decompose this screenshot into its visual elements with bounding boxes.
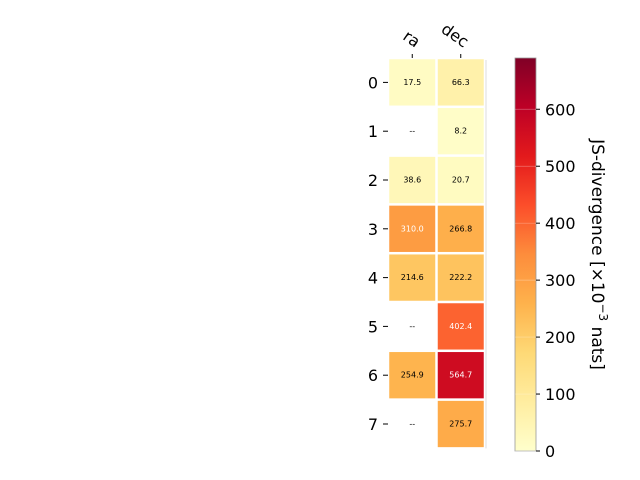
- heatmap-cell-3-ra: [389, 205, 436, 252]
- y-axis: 0 1 2 3 4 5 6 7: [368, 73, 388, 434]
- colorbar-tick-label-400: 400: [545, 214, 576, 233]
- x-tick-label-dec: dec: [438, 19, 472, 51]
- cell-label-5-dec: 402.4: [449, 322, 472, 331]
- heatmap-cell-5-dec: [437, 303, 484, 350]
- colorbar-gradient: [515, 58, 536, 451]
- colorbar-tick-label-100: 100: [545, 385, 576, 404]
- heatmap-cell-7-dec: [437, 400, 484, 448]
- heatmap-cell-3-dec: [437, 205, 484, 252]
- cell-label-1-ra: --: [409, 127, 415, 136]
- y-tick-label-5: 5: [368, 317, 378, 336]
- cell-label-4-dec: 222.2: [449, 273, 472, 282]
- y-tick-label-7: 7: [368, 415, 378, 434]
- heatmap-cell-0-dec: [437, 59, 484, 106]
- cell-label-1-dec: 8.2: [454, 127, 467, 136]
- y-tick-label-4: 4: [368, 269, 378, 288]
- cell-label-2-dec: 20.7: [452, 176, 470, 185]
- colorbar-label: JS-divergence [×10−3 nats]: [587, 138, 610, 370]
- cell-label-0-dec: 66.3: [452, 78, 470, 87]
- cell-label-4-ra: 214.6: [401, 273, 424, 282]
- colorbar-tick-label-200: 200: [545, 328, 576, 347]
- cell-label-6-ra: 254.9: [401, 371, 424, 380]
- colorbar-tick-label-300: 300: [545, 271, 576, 290]
- colorbar-label-main: JS-divergence [×10: [587, 138, 607, 303]
- colorbar-tick-label-0: 0: [545, 442, 555, 461]
- heatmap-cells: 17.5 66.3 -- 8.2 38.6 20.7 310.0 266.8 214.6 222.…: [389, 59, 487, 449]
- heatmap-cell-6-dec: [437, 352, 484, 399]
- colorbar-tick-label-500: 500: [545, 157, 576, 176]
- y-tick-label-6: 6: [368, 366, 378, 385]
- x-axis: ra dec: [400, 19, 472, 58]
- y-tick-label-2: 2: [368, 171, 378, 190]
- cell-label-7-dec: 275.7: [449, 420, 472, 429]
- colorbar-frame: [514, 57, 537, 452]
- cell-label-2-ra: 38.6: [403, 176, 421, 185]
- colorbar-label-unit: nats]: [587, 321, 607, 370]
- heatmap-cell-0-ra: [389, 59, 436, 106]
- y-tick-label-3: 3: [368, 220, 378, 239]
- x-tick-label-ra: ra: [400, 26, 424, 51]
- heatmap-cell-2-ra: [389, 156, 436, 204]
- y-tick-label-0: 0: [368, 73, 378, 92]
- heatmap-cell-4-ra: [389, 254, 436, 301]
- heatmap-cell-2-dec: [437, 156, 484, 204]
- cell-label-5-ra: --: [409, 322, 415, 331]
- cell-label-6-dec: 564.7: [449, 371, 472, 380]
- cell-label-3-dec: 266.8: [449, 224, 472, 233]
- colorbar-tick-label-600: 600: [545, 100, 576, 119]
- cell-label-3-ra: 310.0: [401, 224, 424, 233]
- y-tick-label-1: 1: [368, 122, 378, 141]
- colorbar: 0 100 200 300 400 500 600 JS-divergence [×10−3 …: [514, 57, 610, 461]
- colorbar-label-exponent: −3: [596, 303, 610, 321]
- heatmap-cell-4-dec: [437, 254, 484, 301]
- heatmap-cell-6-ra: [389, 352, 436, 399]
- cell-label-0-ra: 17.5: [403, 78, 421, 87]
- heatmap-cell-1-dec: [437, 108, 484, 155]
- cell-label-7-ra: --: [409, 420, 415, 429]
